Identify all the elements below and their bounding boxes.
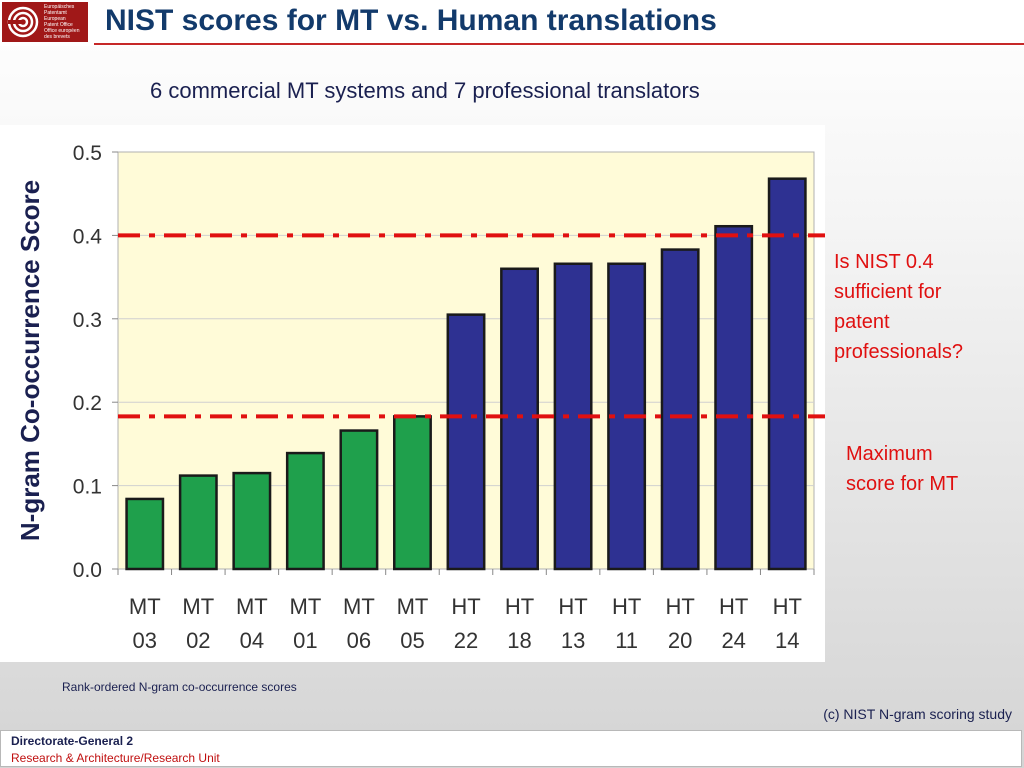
x-tick-label-number: 11 [615, 628, 638, 653]
x-tick-label-group: HT [773, 594, 802, 619]
logo-text: Europäisches Patentamt European Patent O… [44, 4, 80, 40]
logo-line: Patentamt [44, 10, 67, 16]
x-tick-label-group: HT [558, 594, 587, 619]
x-tick-label-group: MT [397, 594, 429, 619]
logo-line: Office européen [44, 28, 80, 34]
slide-header: Europäisches Patentamt European Patent O… [0, 0, 1024, 46]
footer-unit: Research & Architecture/Research Unit [11, 751, 220, 765]
chart-caption: Rank-ordered N-gram co-occurrence scores [62, 680, 297, 694]
bar-ht-18 [500, 267, 539, 571]
bar-mt-01 [285, 451, 325, 571]
max-mt-annotation: Maximum score for MT [846, 439, 958, 499]
source-credit: (c) NIST N-gram scoring study [823, 706, 1012, 722]
x-tick-label-group: HT [665, 594, 694, 619]
y-tick-label: 0.1 [73, 476, 102, 499]
bar-mt-06 [339, 429, 379, 571]
logo-line: des brevets [44, 34, 70, 40]
x-tick-label-number: 20 [668, 628, 692, 653]
epo-logo: Europäisches Patentamt European Patent O… [2, 2, 88, 42]
logo-line: Europäisches [44, 4, 75, 10]
x-tick-label-number: 13 [561, 628, 585, 653]
bar-mt-02 [178, 474, 218, 571]
x-tick-label-number: 02 [186, 628, 210, 653]
bar-ht-20 [660, 248, 700, 571]
x-tick-label-number: 04 [240, 628, 264, 653]
x-tick-label-group: MT [343, 594, 375, 619]
x-tick-label-group: MT [236, 594, 268, 619]
x-tick-label-group: MT [129, 594, 161, 619]
bar-mt-03 [125, 497, 165, 571]
title-rule [94, 43, 1024, 45]
bar-ht-24 [714, 224, 754, 571]
annotation-line: sufficient for [834, 281, 942, 303]
bar-chart: 0.0 0.1 0.2 0.3 0.4 0.5 N-gram Co-occurrence S… [15, 142, 825, 653]
annotation-line: score for MT [846, 473, 959, 495]
logo-line: European [44, 16, 66, 22]
epo-logo-mark-icon [7, 6, 39, 38]
y-tick-label: 0.3 [73, 309, 102, 332]
x-tick-label-number: 01 [293, 628, 317, 653]
logo-line: Patent Office [44, 22, 73, 28]
slide-title: NIST scores for MT vs. Human translation… [105, 4, 717, 37]
x-tick-label-group: HT [719, 594, 748, 619]
footer-directorate: Directorate-General 2 [11, 734, 134, 748]
y-tick-label: 0.4 [73, 225, 103, 248]
bar-ht-14 [767, 177, 807, 571]
x-tick-label-group: MT [290, 594, 322, 619]
x-tick-label-group: HT [612, 594, 641, 619]
x-tick-label-number: 06 [347, 628, 371, 653]
slide-subtitle: 6 commercial MT systems and 7 profession… [150, 78, 700, 103]
chart-area: 0.0 0.1 0.2 0.3 0.4 0.5 N-gram Co-occurrence S… [0, 125, 825, 662]
x-tick-label-group: MT [182, 594, 214, 619]
y-tick-label: 0.5 [73, 142, 102, 165]
annotation-line: Is NIST 0.4 [834, 251, 934, 273]
slide-footer: Directorate-General 2 Research & Archite… [0, 730, 1022, 767]
x-tick-label-group: HT [505, 594, 534, 619]
annotation-line: professionals? [834, 341, 963, 363]
x-tick-label-number: 14 [775, 628, 799, 653]
x-tick-label-number: 24 [721, 628, 745, 653]
x-tick-label-group: HT [451, 594, 480, 619]
bar-mt-05 [393, 415, 432, 571]
threshold-question-annotation: Is NIST 0.4 sufficient for patent profes… [834, 247, 963, 367]
bar-ht-22 [446, 313, 486, 571]
annotation-line: Maximum [846, 443, 933, 465]
x-tick-label-number: 22 [454, 628, 478, 653]
y-tick-label: 0.2 [73, 392, 102, 415]
x-tick-label-number: 03 [133, 628, 157, 653]
bar-mt-04 [232, 471, 272, 571]
y-tick-label: 0.0 [73, 559, 102, 582]
y-axis-title: N-gram Co-occurrence Score [15, 180, 45, 541]
x-tick-label-number: 18 [507, 628, 531, 653]
annotation-line: patent [834, 311, 890, 333]
x-tick-label-number: 05 [400, 628, 424, 653]
